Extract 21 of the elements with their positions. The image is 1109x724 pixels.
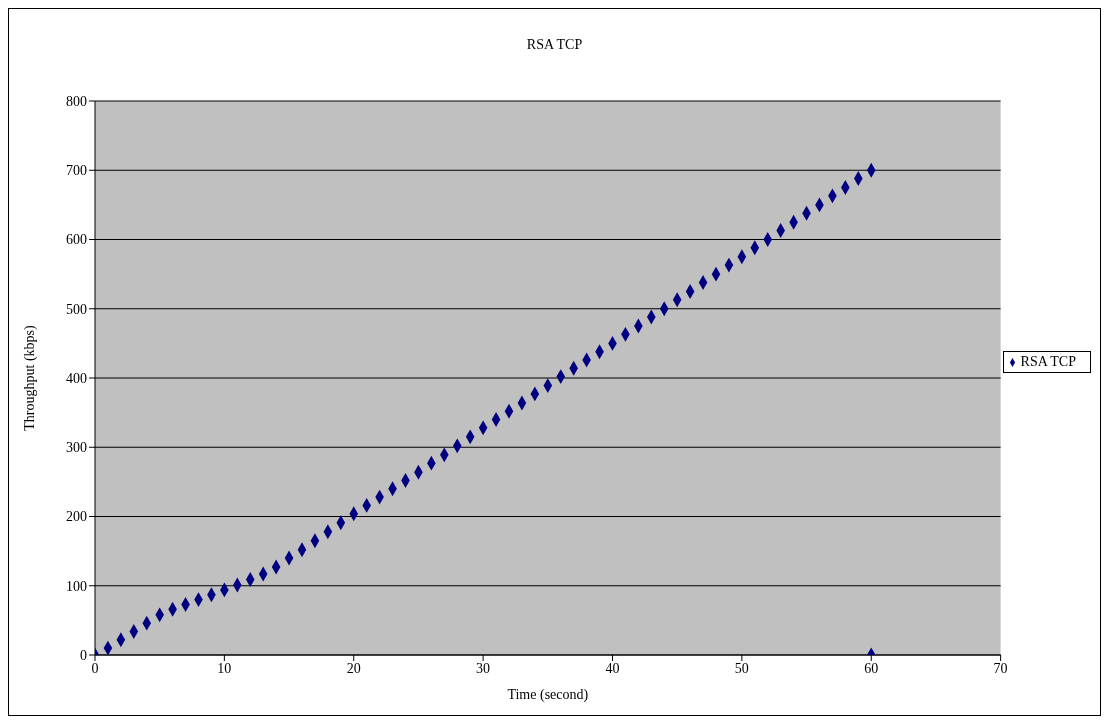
y-tick-label: 300	[66, 440, 87, 456]
y-axis-title: Throughput (kbps)	[21, 324, 38, 431]
x-tick-label: 50	[734, 660, 749, 676]
y-tick-label: 500	[66, 301, 87, 317]
y-tick-label: 700	[66, 163, 87, 179]
x-tick-label: 20	[346, 660, 361, 676]
y-tick-label: 0	[80, 647, 87, 663]
x-tick-label: 40	[605, 660, 620, 676]
y-tick-label: 200	[66, 509, 87, 525]
y-tick-label: 800	[66, 93, 87, 109]
x-tick-label: 30	[476, 660, 491, 676]
x-tick-label: 10	[217, 660, 232, 676]
chart-title: RSA TCP	[525, 37, 584, 53]
y-tick-label: 400	[66, 370, 87, 386]
x-tick-label: 60	[864, 660, 879, 676]
legend-label: RSA TCP	[1020, 354, 1076, 369]
y-tick-label: 100	[66, 578, 87, 594]
x-tick-label: 0	[91, 660, 99, 676]
x-tick-label: 70	[993, 660, 1008, 676]
x-axis-title: Time (second)	[507, 687, 589, 703]
y-tick-label: 600	[66, 232, 87, 248]
